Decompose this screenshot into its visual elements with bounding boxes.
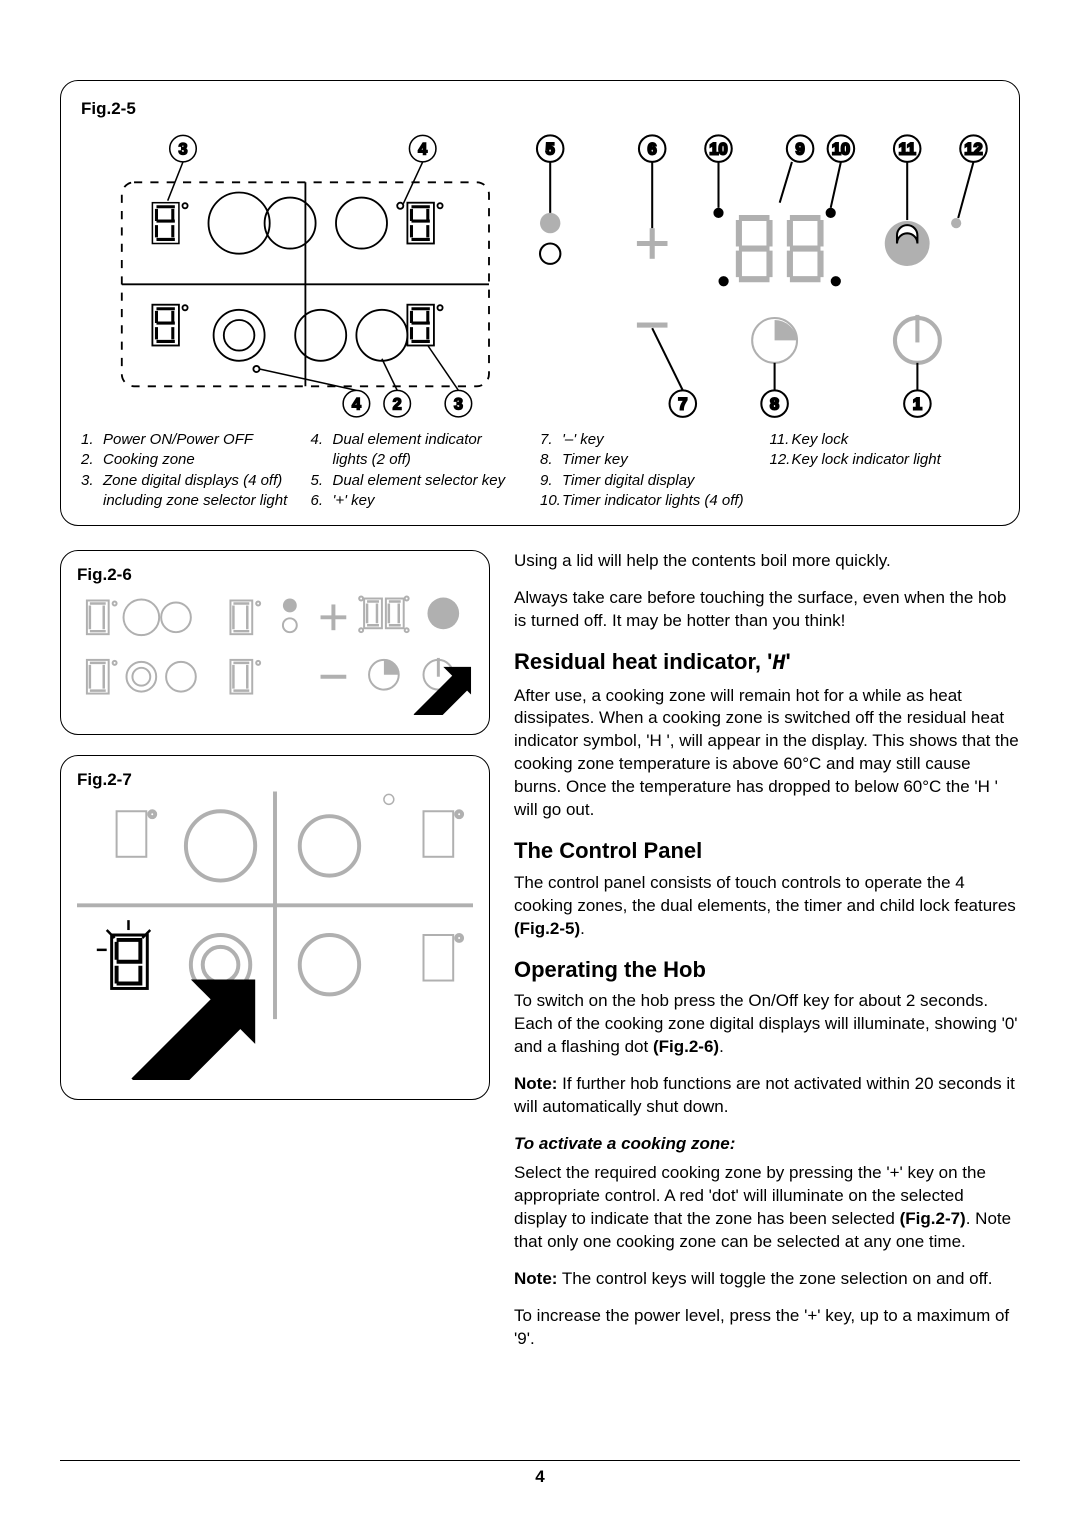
para-control-panel: The control panel consists of touch cont… [514,872,1020,941]
svg-text:2: 2 [393,396,402,414]
page-number: 4 [60,1460,1020,1487]
svg-text:7: 7 [678,396,687,414]
figure-2-6: Fig.2-6 [60,550,490,735]
fig27-label: Fig.2-7 [77,770,473,790]
figure-2-7: Fig.2-7 [60,755,490,1100]
svg-text:10: 10 [709,141,727,159]
fig25-legend: 1.Power ON/Power OFF 2.Cooking zone 3.Zo… [81,430,999,511]
heading-residual: Residual heat indicator, 'H' [514,647,1020,679]
svg-text:10: 10 [832,141,850,159]
heading-operating: Operating the Hob [514,955,1020,985]
svg-text:9: 9 [796,141,805,159]
para-switch-on: To switch on the hob press the On/Off ke… [514,990,1020,1059]
para-care: Always take care before touching the sur… [514,587,1020,633]
para-increase: To increase the power level, press the '… [514,1305,1020,1351]
svg-text:6: 6 [648,141,657,159]
body-text: Using a lid will help the contents boil … [514,550,1020,1460]
svg-text:8: 8 [770,396,779,414]
svg-text:12: 12 [964,141,982,159]
svg-text:1: 1 [913,396,922,414]
note-1: Note: If further hob functions are not a… [514,1073,1020,1119]
svg-text:4: 4 [418,141,427,159]
svg-text:4: 4 [352,396,361,414]
svg-text:3: 3 [454,396,463,414]
figure-2-5: Fig.2-5 [60,80,1020,526]
fig25-diagram: 3 4 4 2 3 5 6 [81,119,999,419]
para-activate: Select the required cooking zone by pres… [514,1162,1020,1254]
para-residual: After use, a cooking zone will remain ho… [514,685,1020,823]
fig26-diagram [77,585,473,715]
svg-text:5: 5 [546,141,555,159]
fig26-label: Fig.2-6 [77,565,473,585]
svg-text:11: 11 [899,141,916,159]
para-lid: Using a lid will help the contents boil … [514,550,1020,573]
fig25-label: Fig.2-5 [81,99,999,119]
heading-control-panel: The Control Panel [514,836,1020,866]
subhead-activate: To activate a cooking zone: [514,1133,1020,1156]
note-2: Note: The control keys will toggle the z… [514,1268,1020,1291]
fig27-diagram [77,790,473,1080]
svg-text:3: 3 [178,141,187,159]
